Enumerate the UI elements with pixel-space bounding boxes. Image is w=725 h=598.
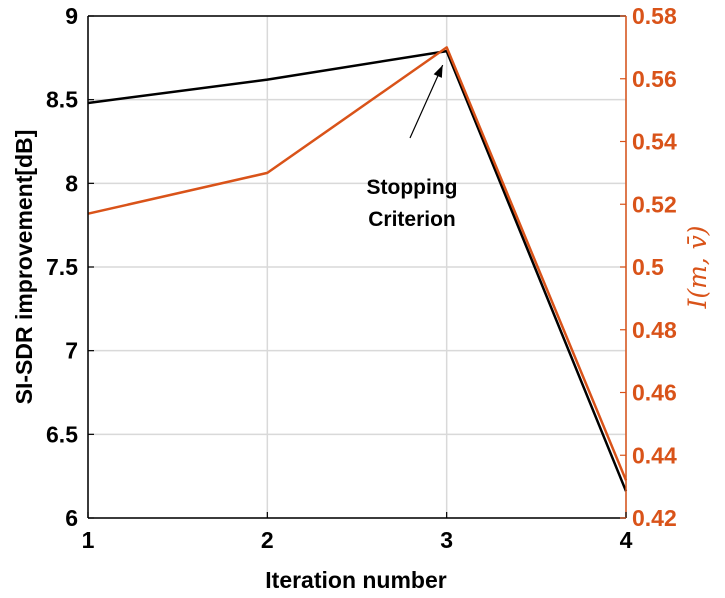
y-tick-label-left: 7.5 [46,254,78,280]
y-tick-label-right: 0.48 [632,317,677,343]
annotation-line-1: Stopping [367,176,458,199]
series-line-right [87,46,628,481]
y-tick-label-right: 0.42 [632,505,677,531]
y-tick-label-left: 7 [65,338,78,364]
y-tick-label-right: 0.54 [632,129,677,155]
series-line-left [87,49,628,492]
y-tick-label-right: 0.44 [632,442,677,468]
x-tick-label: 2 [261,527,274,553]
y-tick-label-left: 6 [65,505,78,531]
y-tick-label-right: 0.46 [632,380,677,406]
y-tick-label-left: 6.5 [46,421,78,447]
y-tick-label-left: 8.5 [46,87,78,113]
x-tick-label: 3 [440,527,453,553]
y-tick-label-right: 0.58 [632,3,677,29]
y-axis-label-right: I(m, v̄) [683,225,712,309]
y-tick-label-left: 8 [65,170,78,196]
y-axis-label-left: SI-SDR improvement[dB] [11,130,37,405]
x-tick-label: 1 [82,527,95,553]
annotation-arrow [409,64,444,139]
x-tick-label: 4 [620,527,633,553]
series-group [87,46,628,492]
y-tick-label-right: 0.52 [632,191,677,217]
y-tick-label-left: 9 [65,3,78,29]
axes [87,15,627,519]
y-tick-label-right: 0.56 [632,66,677,92]
annotation-line-2: Criterion [368,208,456,231]
tick-labels: 1 2 3 4 6 6.5 7 7.5 8 8.5 9 0.42 0.44 0.46 0.48 0.5 0.52… [46,3,677,553]
annotation-arrowhead [433,65,443,78]
annotation: Stopping Criterion [367,64,458,231]
y-tick-label-right: 0.5 [632,254,664,280]
x-axis-label: Iteration number [265,567,447,593]
